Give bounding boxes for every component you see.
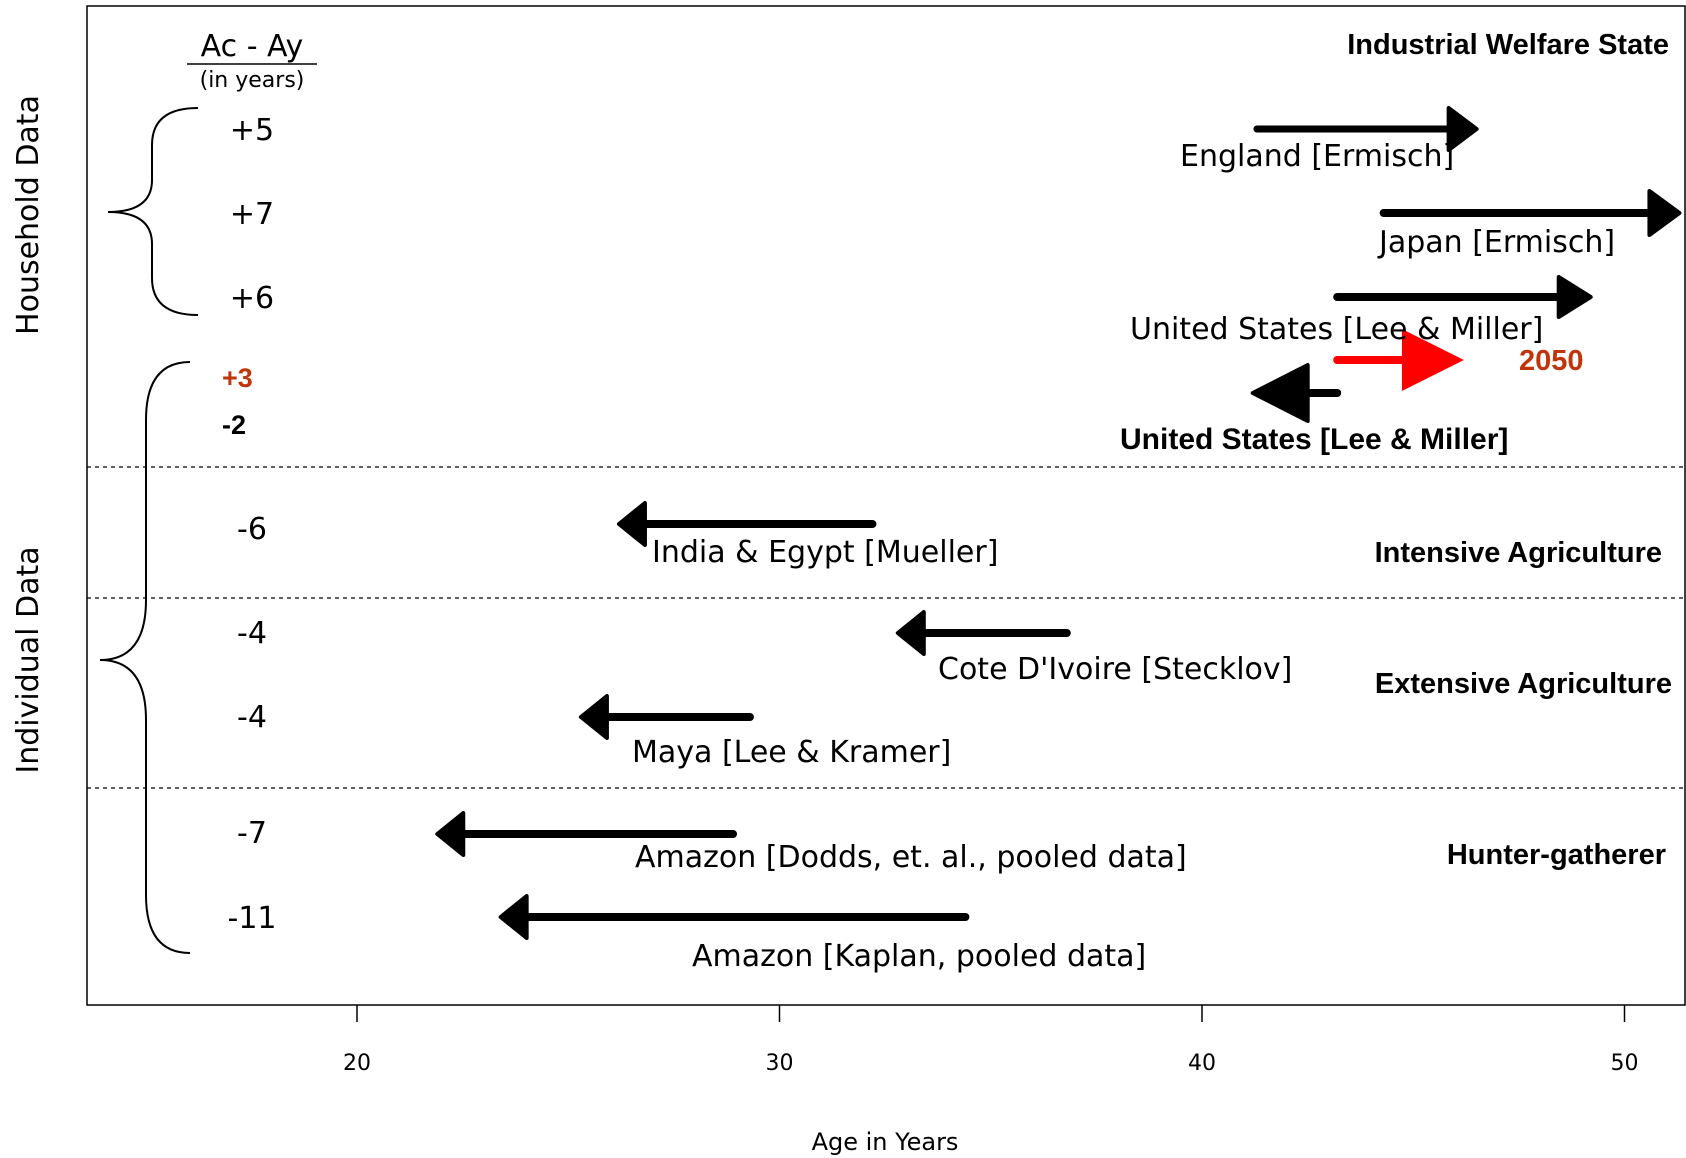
delta-2050: +3 (222, 363, 253, 393)
arrow-head (616, 501, 647, 547)
arrow-head (895, 610, 926, 656)
arrow-head (578, 694, 609, 740)
era-label-industrial: Industrial Welfare State (1347, 29, 1669, 61)
x-tick-label: 50 (1611, 1051, 1639, 1076)
arrow-head (1446, 106, 1479, 152)
delta-england: +5 (230, 113, 274, 148)
column-header: Ac - Ay (201, 29, 304, 64)
delta-us-household: +6 (230, 281, 274, 316)
label-amazon-dodds: Amazon [Dodds, et. al., pooled data] (635, 840, 1187, 875)
delta-us-individual: -2 (222, 410, 246, 440)
arrow-cote-divoire (895, 610, 1071, 656)
arrow-head (1556, 275, 1593, 319)
delta-india-egypt: -6 (237, 512, 267, 547)
delta-amazon-kaplan: -11 (228, 901, 277, 936)
x-tick-label: 30 (766, 1051, 794, 1076)
label-india-egypt: India & Egypt [Mueller] (652, 535, 998, 570)
arrow-head (498, 894, 529, 940)
label-us-household: United States [Lee & Miller] (1130, 312, 1543, 347)
x-tick-label: 40 (1188, 1051, 1216, 1076)
arrow-amazon-kaplan (498, 894, 970, 940)
column-subheader: (in years) (200, 68, 305, 93)
group-label-individual: Individual Data (11, 546, 46, 773)
label-england: England [Ermisch] (1180, 139, 1454, 174)
arrow-us-household (1333, 275, 1593, 319)
x-axis: 20 30 40 50 (343, 1005, 1639, 1076)
era-label-intensive: Intensive Agriculture (1375, 537, 1662, 569)
label-japan: Japan [Ermisch] (1377, 225, 1615, 260)
label-us-individual: United States [Lee & Miller] (1120, 423, 1508, 456)
arrow-2050 (1333, 329, 1464, 391)
label-maya: Maya [Lee & Kramer] (632, 735, 951, 770)
label-2050: 2050 (1519, 345, 1584, 377)
arrow-us-individual (1250, 363, 1342, 423)
arrow-head (1250, 363, 1310, 423)
era-label-hunter: Hunter-gatherer (1447, 839, 1666, 871)
group-label-household: Household Data (11, 95, 46, 335)
delta-amazon-dodds: -7 (237, 816, 267, 851)
arrow-head (1647, 189, 1682, 237)
era-label-extensive: Extensive Agriculture (1375, 668, 1672, 700)
label-cote-divoire: Cote D'Ivoire [Stecklov] (938, 652, 1292, 687)
arrow-india-egypt (616, 501, 877, 547)
arrow-england (1253, 106, 1479, 152)
x-axis-title: Age in Years (812, 1128, 959, 1156)
x-tick-label: 20 (343, 1051, 371, 1076)
delta-maya: -4 (237, 700, 267, 735)
delta-japan: +7 (230, 197, 274, 232)
household-brace (107, 107, 199, 316)
individual-brace (99, 361, 191, 954)
arrow-japan (1379, 189, 1682, 237)
arrow-head (435, 811, 466, 857)
arrow-head (1401, 329, 1464, 391)
delta-cote-divoire: -4 (237, 616, 267, 651)
arrow-maya (578, 694, 754, 740)
arrow-amazon-dodds (435, 811, 738, 857)
plot-frame (86, 5, 1686, 1006)
label-amazon-kaplan: Amazon [Kaplan, pooled data] (692, 939, 1146, 974)
